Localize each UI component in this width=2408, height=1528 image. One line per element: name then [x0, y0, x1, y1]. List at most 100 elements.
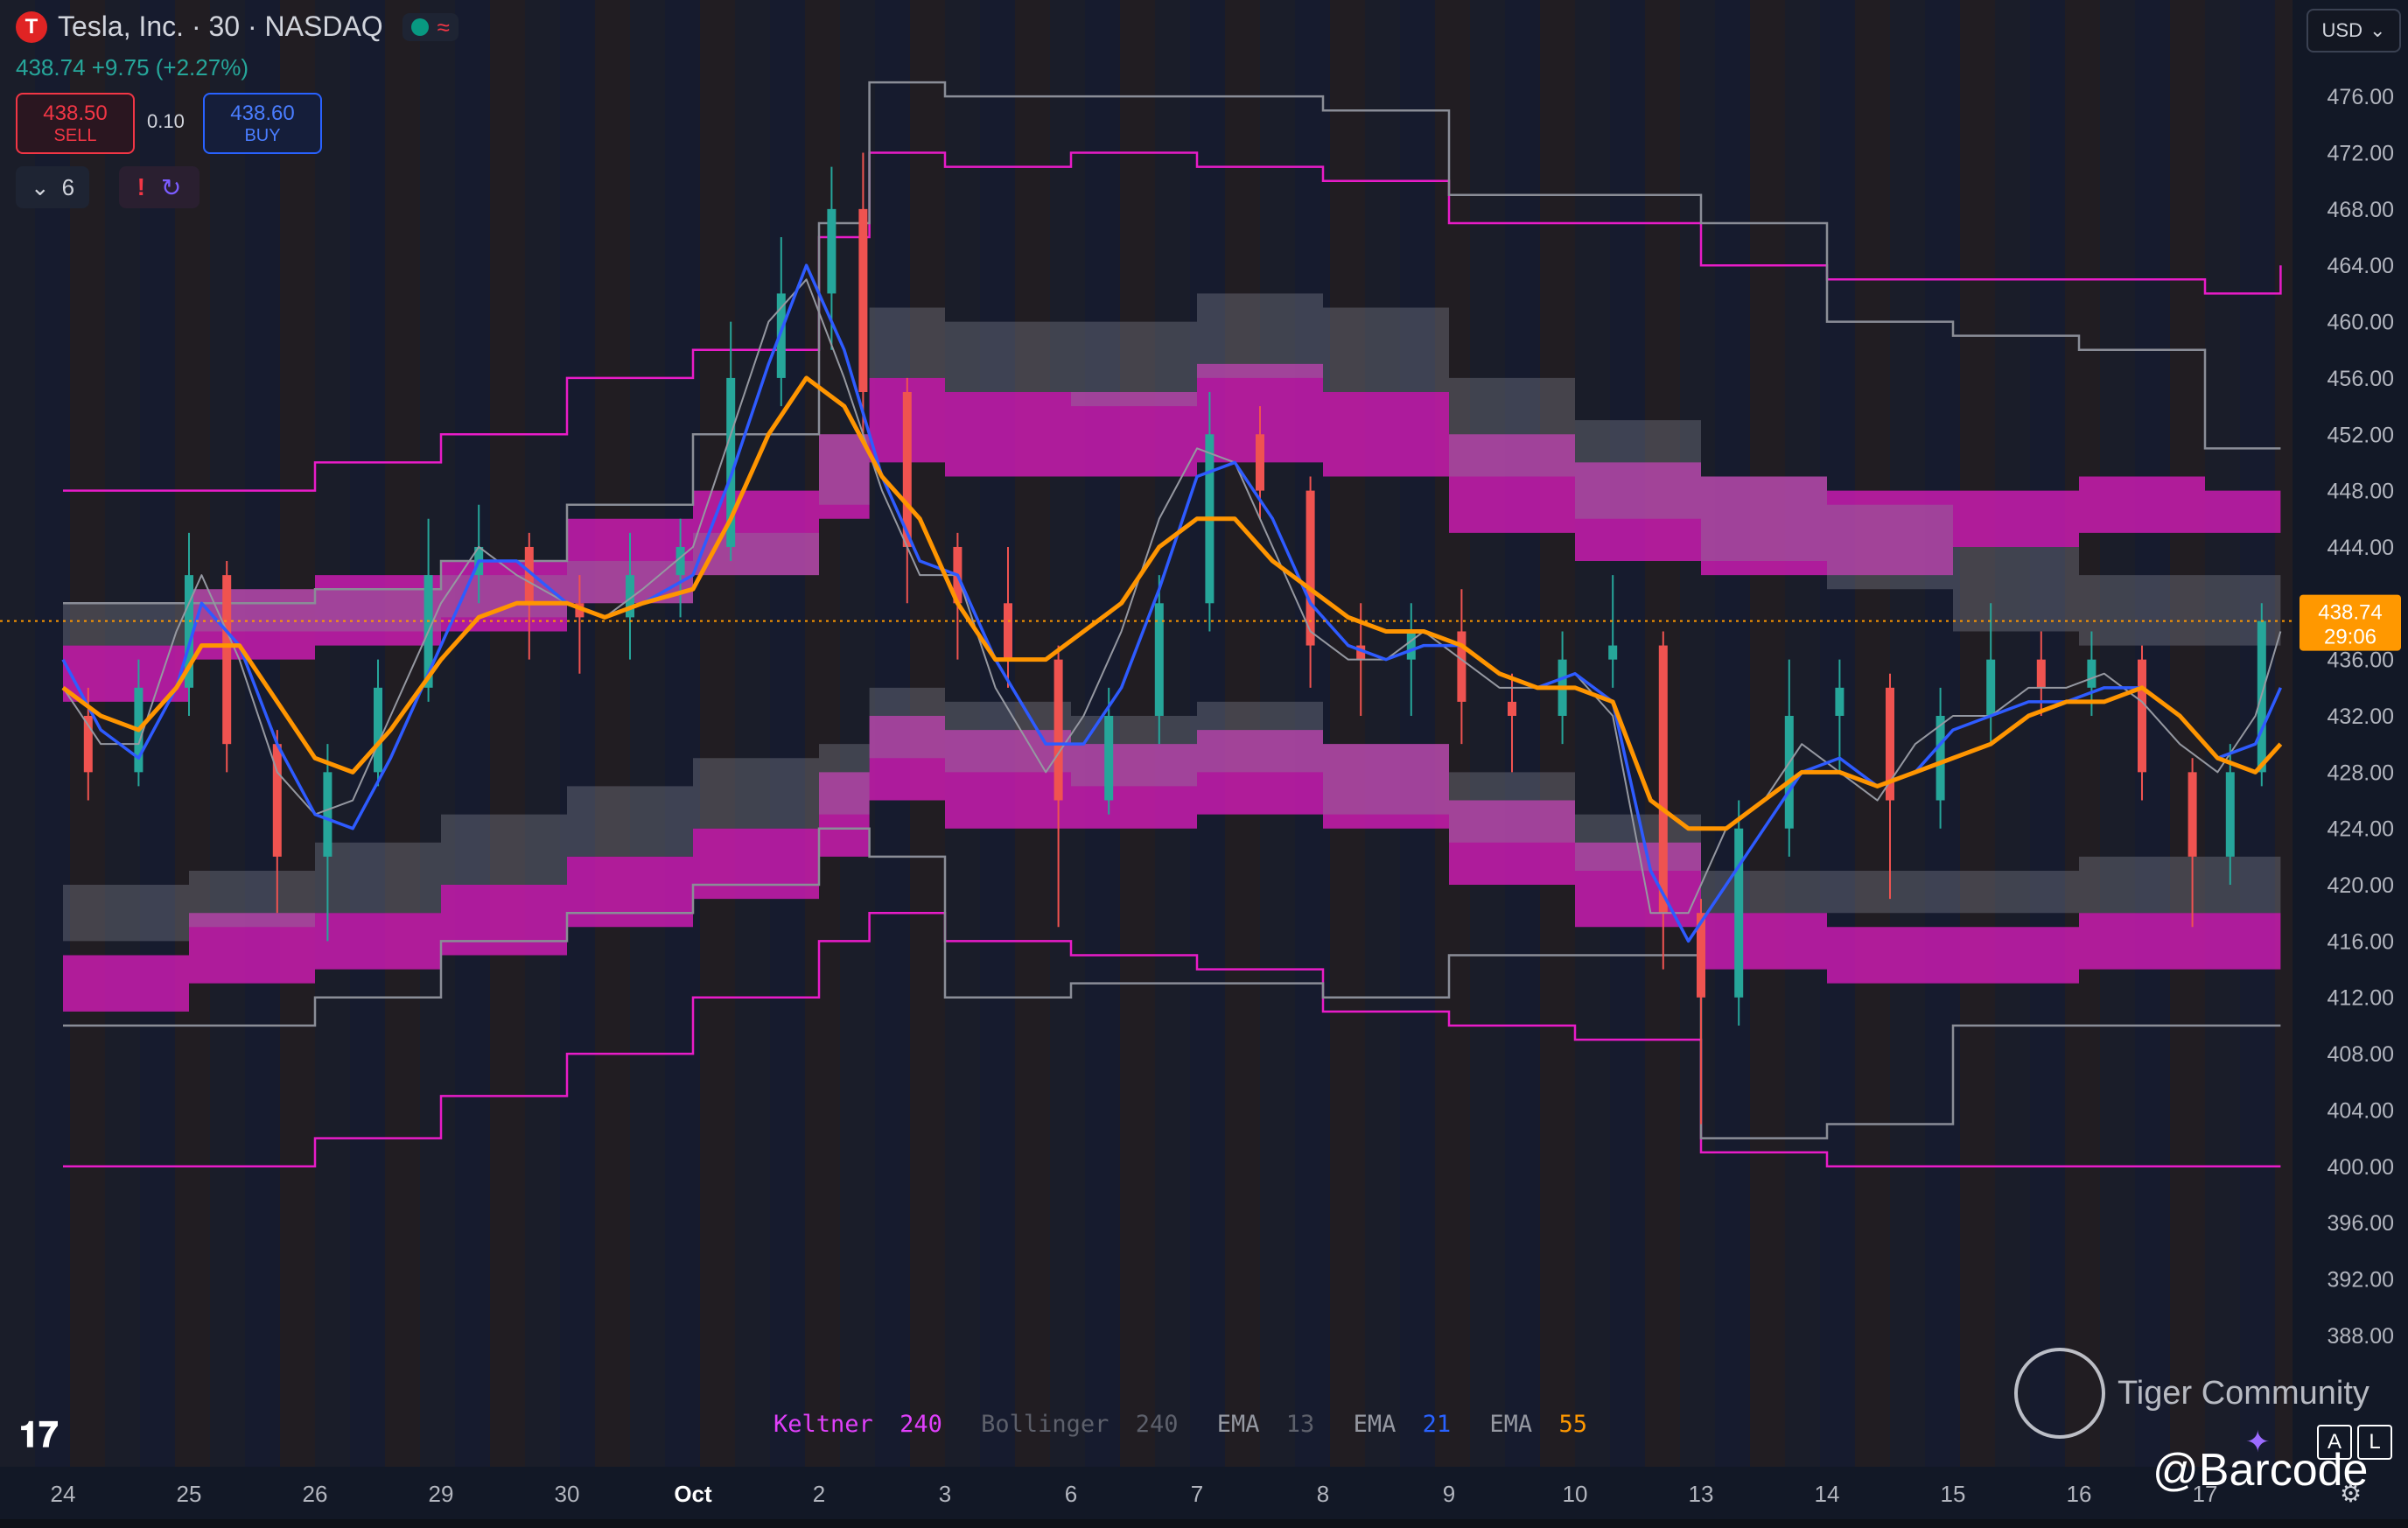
- market-open-icon: [410, 18, 429, 36]
- session-stripe: [105, 0, 140, 1467]
- legend-ema-55[interactable]: EMA 55: [1489, 1411, 1587, 1438]
- session-stripe: [770, 0, 805, 1467]
- price-change: 438.74 +9.75 (+2.27%): [16, 54, 248, 81]
- time-tick-label: 13: [1689, 1481, 1714, 1507]
- price-tick-label: 436.00: [2328, 648, 2394, 673]
- tiger-brand: Tiger Community: [2118, 1374, 2370, 1412]
- candle-body: [858, 208, 868, 392]
- session-stripe: [1540, 0, 1575, 1467]
- candle-body: [1104, 716, 1114, 801]
- bollinger-upper-band: [63, 293, 2281, 646]
- time-tick-label: 8: [1317, 1481, 1329, 1507]
- price-tick-label: 476.00: [2328, 85, 2394, 109]
- time-tick-label: 30: [555, 1481, 580, 1507]
- candle-body: [676, 546, 685, 576]
- symbol-title[interactable]: Tesla, Inc. · 30 · NASDAQ: [58, 11, 383, 42]
- bar-countdown-label: 29:06: [2324, 626, 2376, 649]
- candle-body: [776, 293, 786, 378]
- candle-body: [2138, 659, 2146, 773]
- candle-body: [827, 208, 836, 294]
- bollinger-lower-band: [63, 687, 2281, 942]
- keltner-lower-line: [63, 911, 2281, 1168]
- sync-icon: ↻: [160, 173, 182, 201]
- time-tick-label: 26: [303, 1481, 328, 1507]
- candle-body: [1256, 434, 1264, 491]
- indicator-legend: Keltner 240 Bollinger 240 EMA 13 EMA 21 …: [774, 1411, 1612, 1438]
- candle-body: [1306, 490, 1315, 646]
- author-handle: @Barcode: [2152, 1445, 2369, 1496]
- bollinger-lower-line: [63, 827, 2281, 1139]
- sell-button[interactable]: 438.50 SELL: [16, 93, 135, 154]
- candle-body: [1697, 913, 1705, 998]
- time-tick-label: 29: [429, 1481, 454, 1507]
- sparkle-icon[interactable]: ✦: [2245, 1426, 2271, 1459]
- session-stripe: [1400, 0, 1435, 1467]
- price-tick-label: 452.00: [2328, 423, 2394, 447]
- legend-bollinger[interactable]: Bollinger 240: [981, 1411, 1179, 1438]
- candle-body: [2188, 772, 2197, 857]
- session-stripe: [1435, 0, 1470, 1467]
- price-tick-label: 432.00: [2328, 704, 2394, 729]
- session-stripe: [735, 0, 770, 1467]
- session-stripe: [1995, 0, 2030, 1467]
- session-stripe: [1120, 0, 1155, 1467]
- session-stripe: [1610, 0, 1645, 1467]
- session-stripe: [1575, 0, 1610, 1467]
- session-stripe: [1820, 0, 1855, 1467]
- session-stripe: [840, 0, 875, 1467]
- time-tick-label: 14: [1815, 1481, 1840, 1507]
- candle-body: [1154, 603, 1164, 716]
- buy-price: 438.60: [230, 101, 295, 125]
- tradingview-logo-icon[interactable]: 𝟏𝟕: [19, 1416, 59, 1454]
- price-tick-label: 392.00: [2328, 1267, 2394, 1292]
- session-stripe: [35, 0, 70, 1467]
- session-stripe: [1155, 0, 1190, 1467]
- candle-body: [374, 687, 382, 773]
- time-tick-label: 2: [813, 1481, 825, 1507]
- candle-body: [726, 377, 736, 547]
- candle-body: [185, 575, 193, 688]
- chevron-down-icon: ⌄: [30, 173, 50, 200]
- session-stripe: [525, 0, 560, 1467]
- candle-body: [1835, 687, 1844, 716]
- session-stripe: [1470, 0, 1505, 1467]
- ema-55-line: [61, 375, 2283, 831]
- price-tick-label: 472.00: [2328, 142, 2394, 166]
- price-tick-label: 444.00: [2328, 536, 2394, 560]
- price-tick-label: 396.00: [2328, 1211, 2394, 1236]
- log-scale-button[interactable]: L: [2357, 1425, 2392, 1460]
- candle-body: [272, 744, 282, 857]
- price-tick-label: 464.00: [2328, 254, 2394, 278]
- session-stripe: [140, 0, 175, 1467]
- price-axis-background: [2292, 0, 2408, 1467]
- buy-button[interactable]: 438.60 BUY: [203, 93, 322, 154]
- bollinger-upper-line: [63, 81, 2281, 605]
- candle-body: [1886, 687, 1894, 801]
- legend-ema-21[interactable]: EMA 21: [1353, 1411, 1452, 1438]
- candle-body: [1406, 631, 1416, 660]
- tesla-logo-icon: T: [16, 11, 47, 43]
- alerts-button[interactable]: ! ↻: [119, 166, 200, 208]
- session-stripe: [1680, 0, 1715, 1467]
- time-tick-label: 24: [51, 1481, 76, 1507]
- indicators-collapse-button[interactable]: ⌄ 6: [16, 166, 89, 208]
- candle-body: [1658, 645, 1668, 914]
- gear-icon[interactable]: ⚙: [2340, 1480, 2362, 1507]
- legend-keltner[interactable]: Keltner 240: [774, 1411, 942, 1438]
- legend-ema-13[interactable]: EMA 13: [1216, 1411, 1315, 1438]
- session-stripe: [2205, 0, 2240, 1467]
- session-stripe: [1330, 0, 1365, 1467]
- currency-select[interactable]: USD ⌄: [2306, 9, 2401, 53]
- session-stripe: [1365, 0, 1400, 1467]
- time-tick-label: 9: [1443, 1481, 1455, 1507]
- time-tick-label: Oct: [674, 1481, 712, 1507]
- price-tick-label: 412.00: [2328, 986, 2394, 1011]
- candle-body: [626, 575, 634, 618]
- session-stripe: [1715, 0, 1750, 1467]
- session-stripe: [1505, 0, 1540, 1467]
- market-status[interactable]: ≈: [402, 12, 458, 41]
- adjust-button[interactable]: A: [2317, 1425, 2352, 1460]
- candle-body: [575, 603, 584, 618]
- symbol-header[interactable]: T Tesla, Inc. · 30 · NASDAQ ≈: [16, 11, 458, 43]
